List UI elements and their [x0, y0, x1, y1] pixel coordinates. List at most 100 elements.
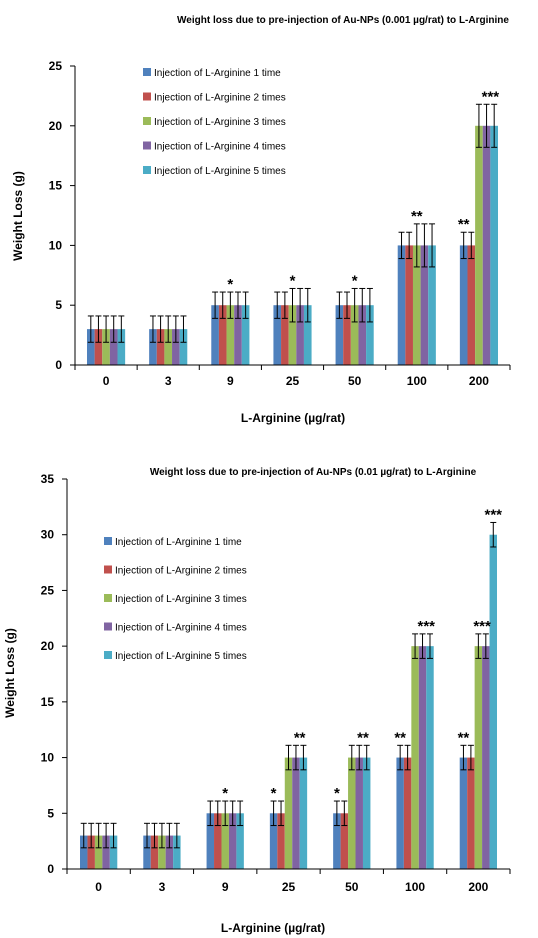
legend-label: Injection of L-Arginine 3 times: [154, 117, 286, 128]
bar: [284, 757, 293, 869]
significance-marker: **: [294, 729, 306, 746]
x-tick-label: 100: [405, 880, 425, 894]
bar: [482, 125, 491, 365]
y-tick-label: 10: [49, 238, 63, 252]
x-tick-label: 50: [345, 880, 359, 894]
bar: [179, 329, 188, 365]
significance-marker: ***: [473, 618, 491, 635]
x-tick-label: 3: [159, 880, 166, 894]
bar: [418, 646, 427, 869]
bar: [335, 305, 344, 365]
legend-swatch: [143, 68, 151, 76]
legend-label: Injection of L-Arginine 5 times: [115, 651, 247, 662]
bar: [474, 646, 483, 869]
significance-marker: ***: [485, 506, 503, 523]
bar: [87, 329, 95, 365]
legend-label: Injection of L-Arginine 1 time: [115, 537, 242, 548]
x-tick-label: 100: [407, 374, 427, 388]
bar: [288, 305, 297, 365]
bar: [303, 305, 312, 365]
bar: [221, 813, 229, 869]
bar: [236, 813, 244, 869]
y-axis-label: Weight Loss (g): [3, 628, 17, 718]
significance-marker: ***: [417, 618, 435, 635]
bar: [397, 245, 406, 365]
bar: [459, 757, 468, 869]
y-tick-label: 20: [49, 119, 63, 133]
significance-marker: *: [290, 272, 296, 289]
bar: [467, 757, 475, 869]
y-tick-label: 20: [41, 639, 55, 653]
bar: [348, 757, 356, 869]
weight-loss-chart-0001: Weight loss due to pre-injection of Au-N…: [11, 15, 511, 425]
x-tick-label: 25: [282, 880, 296, 894]
y-tick-label: 10: [41, 751, 55, 765]
x-axis-label: L-Arginine (µg/rat): [221, 921, 325, 935]
significance-marker: *: [334, 785, 340, 802]
bar: [87, 835, 95, 869]
bar: [241, 305, 250, 365]
bar: [482, 646, 490, 869]
weight-loss-chart-001: Weight loss due to pre-injection of Au-N…: [3, 467, 511, 935]
legend-swatch: [143, 117, 151, 125]
legend-label: Injection of L-Arginine 5 times: [154, 166, 286, 177]
bar: [411, 646, 419, 869]
bar: [358, 305, 367, 365]
bar: [467, 245, 476, 365]
legend-swatch: [104, 594, 112, 602]
bar: [343, 305, 351, 365]
bar: [362, 757, 371, 869]
bar: [143, 835, 151, 869]
bar: [292, 757, 300, 869]
y-tick-label: 5: [55, 298, 62, 312]
bar: [355, 757, 363, 869]
bar: [172, 329, 180, 365]
bar: [277, 813, 285, 869]
bar: [396, 757, 404, 869]
y-tick-label: 0: [47, 862, 54, 876]
legend-swatch: [104, 565, 112, 574]
bar: [273, 305, 282, 365]
bar: [164, 329, 173, 365]
bar: [412, 245, 421, 365]
y-tick-label: 5: [47, 806, 54, 820]
y-axis-label: Weight Loss (g): [11, 171, 25, 261]
x-tick-label: 9: [227, 374, 234, 388]
bar: [206, 813, 215, 869]
legend-label: Injection of L-Arginine 4 times: [115, 623, 247, 634]
bar: [156, 329, 165, 365]
bar: [234, 305, 242, 365]
significance-marker: **: [458, 729, 470, 746]
significance-marker: **: [458, 216, 470, 233]
legend-swatch: [104, 651, 112, 659]
significance-marker: **: [411, 208, 423, 225]
significance-marker: *: [271, 785, 277, 802]
x-tick-label: 3: [165, 374, 172, 388]
bar: [117, 329, 126, 365]
bar: [428, 245, 436, 365]
legend-label: Injection of L-Arginine 2 times: [154, 93, 286, 104]
legend-label: Injection of L-Arginine 4 times: [154, 142, 286, 153]
significance-marker: ***: [482, 88, 500, 105]
bar: [350, 305, 359, 365]
bar: [150, 835, 159, 869]
bar: [340, 813, 349, 869]
bar: [490, 125, 498, 365]
y-tick-label: 15: [49, 179, 63, 193]
bar: [109, 835, 118, 869]
x-tick-label: 200: [468, 880, 488, 894]
x-tick-label: 0: [95, 880, 102, 894]
chart-top: Weight loss due to pre-injection of Au-N…: [0, 0, 538, 440]
bar: [299, 757, 308, 869]
bar: [475, 125, 483, 365]
legend-swatch: [143, 166, 151, 174]
bar: [80, 835, 88, 869]
significance-marker: **: [394, 729, 406, 746]
legend-swatch: [104, 622, 112, 631]
bar: [109, 329, 118, 365]
y-tick-label: 30: [41, 528, 55, 542]
legend-label: Injection of L-Arginine 3 times: [115, 594, 247, 605]
x-axis-label: L-Arginine (µg/rat): [241, 411, 345, 425]
significance-marker: *: [352, 272, 358, 289]
bar: [489, 534, 497, 869]
